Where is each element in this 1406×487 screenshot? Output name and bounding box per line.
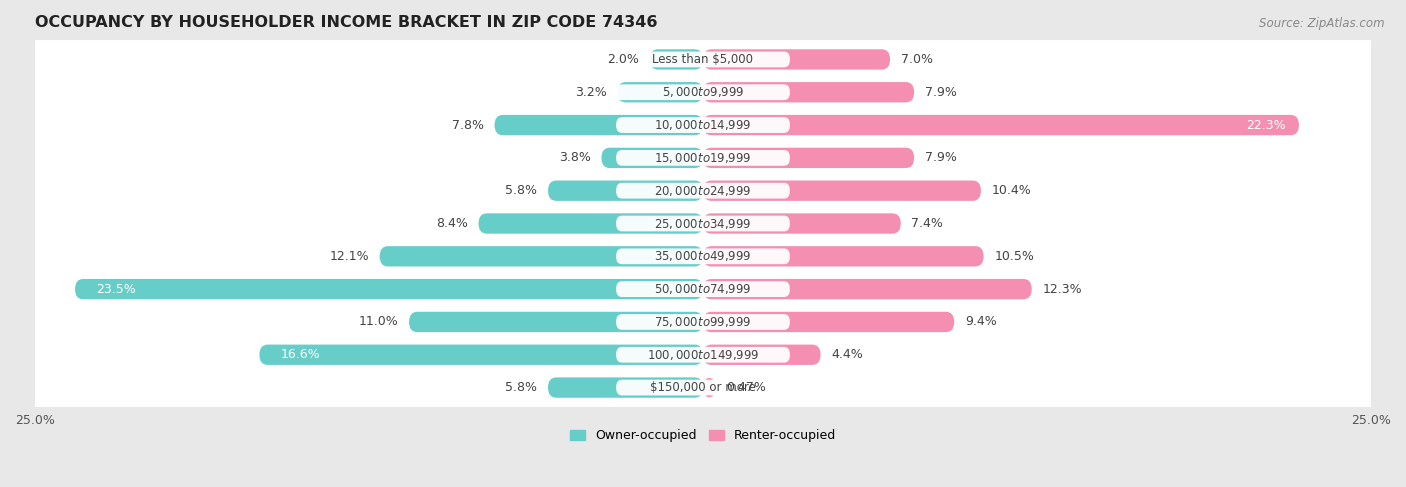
Text: $5,000 to $9,999: $5,000 to $9,999 — [662, 85, 744, 99]
FancyBboxPatch shape — [548, 377, 703, 398]
FancyBboxPatch shape — [703, 345, 821, 365]
FancyBboxPatch shape — [616, 380, 790, 395]
Text: 7.0%: 7.0% — [901, 53, 932, 66]
FancyBboxPatch shape — [616, 281, 790, 297]
FancyBboxPatch shape — [409, 312, 703, 332]
Text: 5.8%: 5.8% — [505, 184, 537, 197]
FancyBboxPatch shape — [22, 237, 1384, 276]
FancyBboxPatch shape — [75, 279, 703, 300]
Text: $150,000 or more: $150,000 or more — [650, 381, 756, 394]
FancyBboxPatch shape — [380, 246, 703, 266]
Text: 5.8%: 5.8% — [505, 381, 537, 394]
FancyBboxPatch shape — [22, 73, 1384, 112]
Text: 10.5%: 10.5% — [994, 250, 1035, 263]
FancyBboxPatch shape — [616, 84, 790, 100]
Text: $25,000 to $34,999: $25,000 to $34,999 — [654, 217, 752, 230]
Legend: Owner-occupied, Renter-occupied: Owner-occupied, Renter-occupied — [565, 424, 841, 447]
Text: 10.4%: 10.4% — [991, 184, 1032, 197]
Text: 12.1%: 12.1% — [329, 250, 368, 263]
Text: 8.4%: 8.4% — [436, 217, 468, 230]
FancyBboxPatch shape — [22, 106, 1384, 145]
FancyBboxPatch shape — [22, 138, 1384, 177]
FancyBboxPatch shape — [259, 345, 703, 365]
FancyBboxPatch shape — [616, 314, 790, 330]
Text: 11.0%: 11.0% — [359, 316, 398, 328]
FancyBboxPatch shape — [703, 377, 716, 398]
Text: $20,000 to $24,999: $20,000 to $24,999 — [654, 184, 752, 198]
FancyBboxPatch shape — [602, 148, 703, 168]
Text: $75,000 to $99,999: $75,000 to $99,999 — [654, 315, 752, 329]
Text: $100,000 to $149,999: $100,000 to $149,999 — [647, 348, 759, 362]
Text: 4.4%: 4.4% — [831, 348, 863, 361]
Text: $35,000 to $49,999: $35,000 to $49,999 — [654, 249, 752, 263]
FancyBboxPatch shape — [616, 248, 790, 264]
FancyBboxPatch shape — [616, 347, 790, 363]
FancyBboxPatch shape — [22, 336, 1384, 374]
Text: 7.4%: 7.4% — [911, 217, 943, 230]
FancyBboxPatch shape — [616, 216, 790, 231]
FancyBboxPatch shape — [616, 52, 790, 67]
FancyBboxPatch shape — [22, 368, 1384, 407]
Text: 9.4%: 9.4% — [965, 316, 997, 328]
Text: 7.8%: 7.8% — [451, 118, 484, 131]
FancyBboxPatch shape — [478, 213, 703, 234]
FancyBboxPatch shape — [703, 148, 914, 168]
FancyBboxPatch shape — [703, 213, 901, 234]
Text: 7.9%: 7.9% — [925, 151, 956, 165]
FancyBboxPatch shape — [616, 183, 790, 199]
FancyBboxPatch shape — [22, 270, 1384, 308]
FancyBboxPatch shape — [703, 246, 984, 266]
FancyBboxPatch shape — [22, 171, 1384, 210]
Text: 2.0%: 2.0% — [607, 53, 638, 66]
Text: $10,000 to $14,999: $10,000 to $14,999 — [654, 118, 752, 132]
Text: 22.3%: 22.3% — [1246, 118, 1285, 131]
FancyBboxPatch shape — [650, 49, 703, 70]
Text: Source: ZipAtlas.com: Source: ZipAtlas.com — [1260, 17, 1385, 30]
FancyBboxPatch shape — [495, 115, 703, 135]
Text: Less than $5,000: Less than $5,000 — [652, 53, 754, 66]
FancyBboxPatch shape — [22, 40, 1384, 79]
FancyBboxPatch shape — [617, 82, 703, 102]
FancyBboxPatch shape — [22, 302, 1384, 341]
Text: 16.6%: 16.6% — [281, 348, 321, 361]
Text: 7.9%: 7.9% — [925, 86, 956, 99]
FancyBboxPatch shape — [703, 49, 890, 70]
Text: 12.3%: 12.3% — [1042, 282, 1083, 296]
Text: 3.8%: 3.8% — [560, 151, 591, 165]
FancyBboxPatch shape — [616, 117, 790, 133]
Text: 0.47%: 0.47% — [727, 381, 766, 394]
FancyBboxPatch shape — [703, 82, 914, 102]
FancyBboxPatch shape — [703, 115, 1299, 135]
FancyBboxPatch shape — [616, 150, 790, 166]
Text: 3.2%: 3.2% — [575, 86, 607, 99]
Text: 23.5%: 23.5% — [97, 282, 136, 296]
FancyBboxPatch shape — [548, 181, 703, 201]
Text: $50,000 to $74,999: $50,000 to $74,999 — [654, 282, 752, 296]
Text: OCCUPANCY BY HOUSEHOLDER INCOME BRACKET IN ZIP CODE 74346: OCCUPANCY BY HOUSEHOLDER INCOME BRACKET … — [35, 15, 658, 30]
Text: $15,000 to $19,999: $15,000 to $19,999 — [654, 151, 752, 165]
FancyBboxPatch shape — [703, 181, 981, 201]
FancyBboxPatch shape — [703, 279, 1032, 300]
FancyBboxPatch shape — [22, 204, 1384, 243]
FancyBboxPatch shape — [703, 312, 955, 332]
